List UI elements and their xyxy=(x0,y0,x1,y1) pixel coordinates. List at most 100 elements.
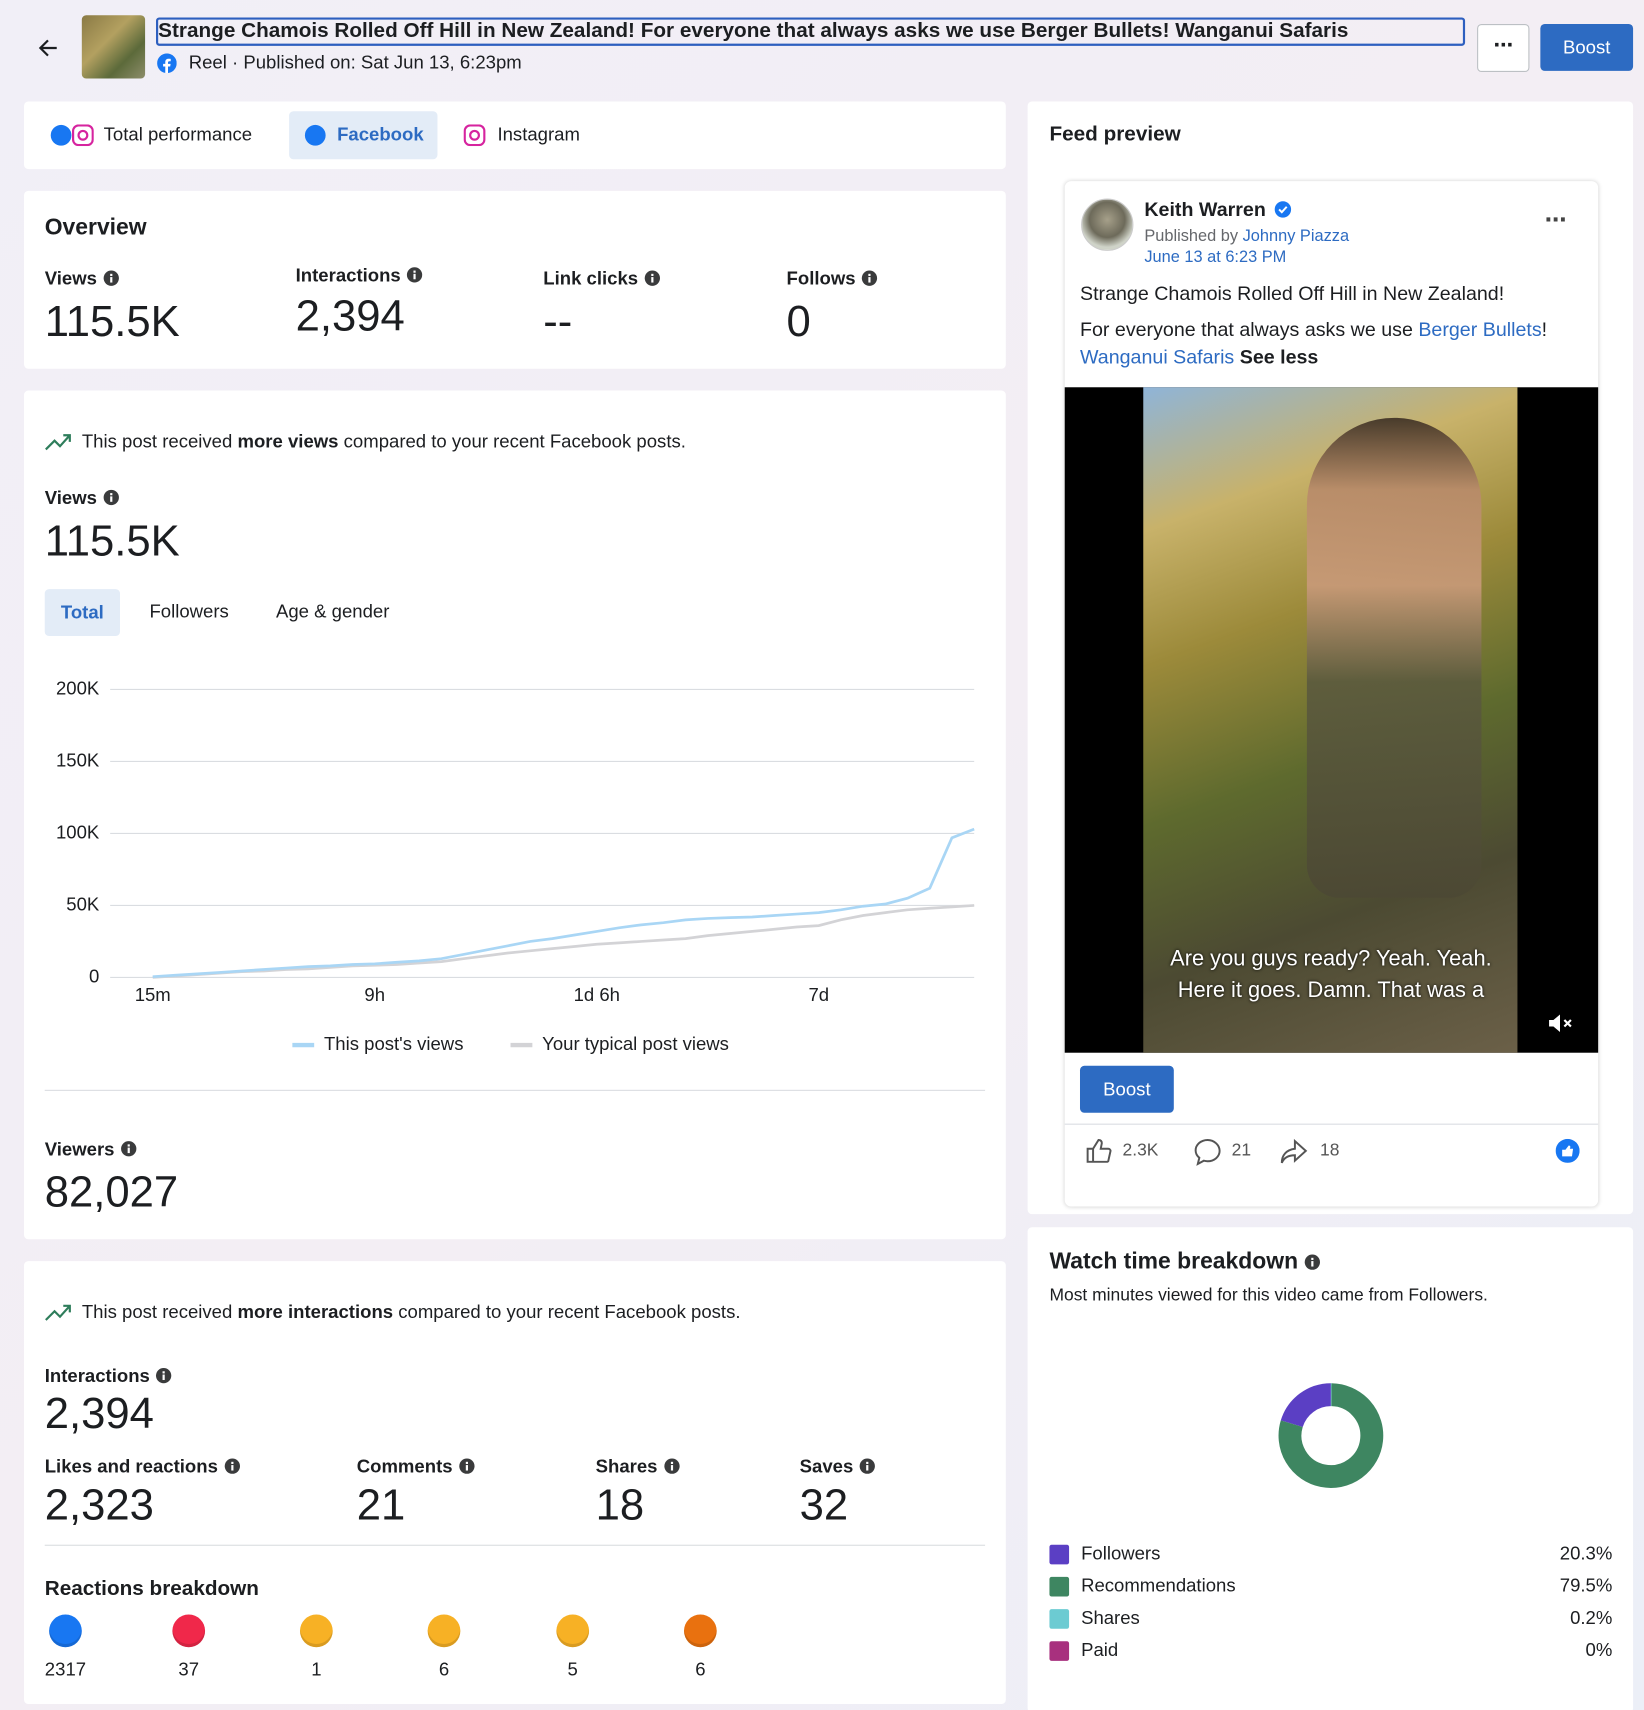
publisher-link[interactable]: Johnny Piazza xyxy=(1242,226,1350,246)
legend-swatch xyxy=(1049,1641,1070,1661)
text: ! xyxy=(1541,318,1548,341)
label-text: Views xyxy=(44,268,97,290)
reaction-icon xyxy=(556,1614,590,1648)
section-subtitle: Most minutes viewed for this video came … xyxy=(1049,1286,1488,1305)
post-text: Wanganui Safaris See less xyxy=(1080,346,1318,369)
label-text: Link clicks xyxy=(543,268,639,290)
metric-label: Views xyxy=(45,488,119,510)
reaction-count: 6 xyxy=(695,1659,706,1680)
value-label: 0.2% xyxy=(1570,1607,1612,1628)
metric-value: 82,027 xyxy=(44,1168,179,1217)
legend-label: Shares xyxy=(1081,1607,1140,1628)
x-tick-label: 1d 6h xyxy=(574,984,620,1005)
label-text: Interactions xyxy=(295,265,401,286)
combined-icon xyxy=(50,124,94,147)
link[interactable]: Berger Bullets xyxy=(1418,318,1542,341)
label-text: Views xyxy=(44,487,97,509)
x-tick-label: 15m xyxy=(135,984,171,1005)
metric-value: 32 xyxy=(799,1481,849,1530)
line-series xyxy=(152,827,975,979)
metric-label: Comments xyxy=(357,1456,475,1478)
section-title: Watch time breakdown xyxy=(1049,1249,1320,1275)
share-count: 18 xyxy=(1319,1141,1340,1160)
label-text: Saves xyxy=(799,1456,854,1478)
metric-label: Viewers xyxy=(45,1139,137,1161)
reaction-count: 2317 xyxy=(44,1659,87,1680)
published-by: Published by Johnny Piazza xyxy=(1144,227,1349,246)
metric-value: 18 xyxy=(595,1481,645,1530)
overview-card: Overview Views 115.5K Interactions 2,394… xyxy=(23,190,1006,369)
reaction-count: 6 xyxy=(438,1659,450,1680)
y-tick-label: 50K xyxy=(66,893,100,914)
post-date[interactable]: June 13 at 6:23 PM xyxy=(1144,247,1287,267)
subtab[interactable]: Total xyxy=(44,589,120,636)
metric-value: 2,323 xyxy=(44,1481,154,1530)
metric-label: Shares xyxy=(596,1456,680,1478)
label-text: Likes and reactions xyxy=(44,1456,218,1478)
note-emphasis: more interactions xyxy=(237,1301,394,1323)
legend-swatch xyxy=(1049,1544,1070,1565)
back-button[interactable] xyxy=(35,35,61,61)
post-subtitle: Reel · Published on: Sat Jun 13, 6:23pm xyxy=(188,52,522,74)
tab[interactable]: Total performance xyxy=(103,124,253,146)
reaction-count: 5 xyxy=(567,1659,578,1680)
link[interactable]: Wanganui Safaris xyxy=(1079,345,1235,368)
note-text: This post received xyxy=(81,430,238,452)
text: For everyone that always asks we use xyxy=(1079,318,1419,341)
reaction-count: 1 xyxy=(311,1659,322,1680)
pie-slice xyxy=(1278,1383,1384,1488)
label-text: Comments xyxy=(356,1456,453,1478)
comment-icon[interactable] xyxy=(1193,1138,1221,1166)
facebook-icon xyxy=(157,53,177,74)
reaction-icon xyxy=(299,1614,333,1648)
mute-icon[interactable] xyxy=(1547,1012,1575,1034)
value-label: 20.3% xyxy=(1560,1542,1613,1563)
boost-button[interactable]: Boost xyxy=(1079,1065,1174,1113)
metric-label: Views xyxy=(45,268,119,290)
label-text: Follows xyxy=(786,268,856,290)
section-title: Reactions breakdown xyxy=(44,1577,259,1601)
note-emphasis: more views xyxy=(237,430,339,452)
reaction-icon xyxy=(49,1614,82,1648)
boost-button[interactable]: Boost xyxy=(1540,23,1634,71)
tab[interactable]: Instagram xyxy=(497,124,580,146)
y-tick-label: 150K xyxy=(56,749,100,770)
section-title: Feed preview xyxy=(1049,123,1181,147)
subtab[interactable]: Followers xyxy=(149,601,229,622)
metric-value: 115.5K xyxy=(44,297,180,346)
trend-icon xyxy=(45,1304,71,1321)
y-tick-label: 200K xyxy=(56,677,100,698)
reaction-count: 37 xyxy=(178,1659,200,1680)
value-label: 79.5% xyxy=(1560,1575,1613,1596)
like-icon[interactable] xyxy=(1084,1137,1112,1165)
metric-value: 115.5K xyxy=(44,517,180,566)
value-label: 0% xyxy=(1586,1639,1613,1660)
post-menu[interactable]: ⋯ xyxy=(1544,208,1567,233)
note-text: compared to your recent Facebook posts. xyxy=(393,1301,741,1323)
reaction-icon xyxy=(427,1614,461,1648)
tab[interactable]: Facebook xyxy=(337,124,424,146)
post-title[interactable]: Strange Chamois Rolled Off Hill in New Z… xyxy=(155,17,1466,46)
reaction-icon xyxy=(172,1614,206,1648)
metric-label: Interactions xyxy=(45,1366,172,1388)
post-text: For everyone that always asks we use Ber… xyxy=(1080,319,1547,342)
metric-value: 21 xyxy=(356,1481,406,1530)
share-icon[interactable] xyxy=(1280,1138,1308,1166)
y-tick-label: 100K xyxy=(56,821,100,842)
subtab[interactable]: Age & gender xyxy=(275,601,390,622)
views-card: This post received more views compared t… xyxy=(23,390,1006,1240)
section-title: Overview xyxy=(44,214,147,240)
metric-label: Likes and reactions xyxy=(45,1456,240,1478)
legend-label: This post's views xyxy=(324,1033,463,1054)
legend-label: Paid xyxy=(1081,1639,1118,1660)
more-button[interactable]: ⋯ xyxy=(1477,23,1530,72)
author-name[interactable]: Keith Warren xyxy=(1144,198,1266,221)
see-less[interactable]: See less xyxy=(1239,345,1319,368)
note-text: compared to your recent Facebook posts. xyxy=(338,430,686,452)
metric-value: 2,394 xyxy=(295,292,405,341)
trend-icon xyxy=(45,434,71,451)
label-text: Published by xyxy=(1144,226,1239,246)
legend-swatch xyxy=(1049,1576,1070,1597)
x-tick-label: 7d xyxy=(808,984,829,1005)
metric-value: 2,394 xyxy=(44,1389,154,1438)
